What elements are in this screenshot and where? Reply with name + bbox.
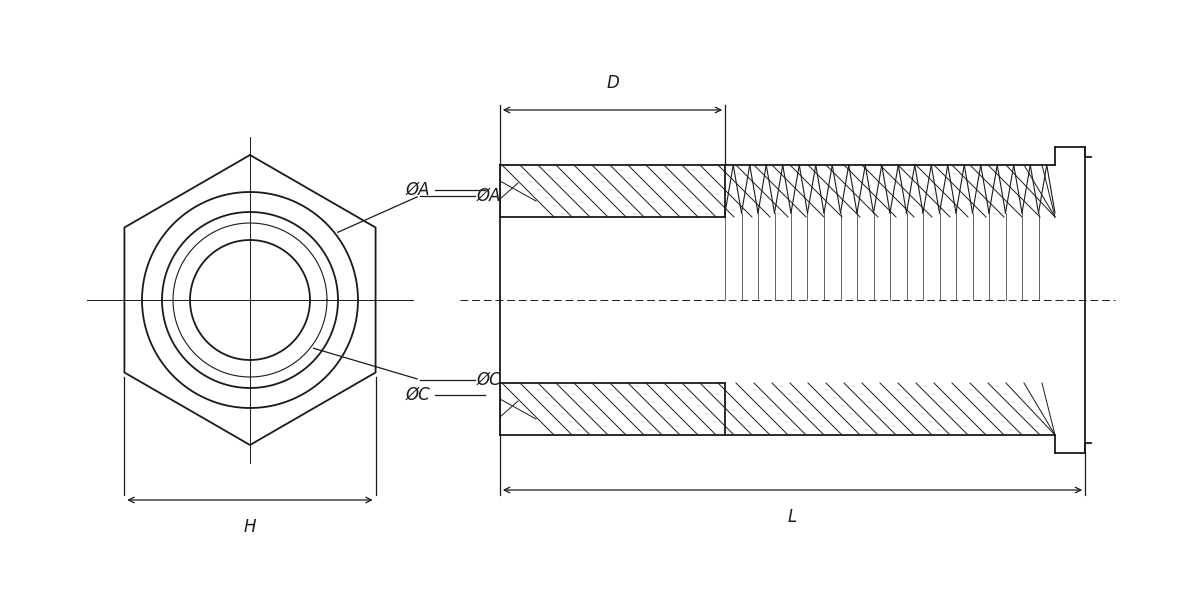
- Text: ØC: ØC: [406, 386, 430, 404]
- Text: L: L: [788, 508, 797, 526]
- Text: H: H: [244, 518, 257, 536]
- Text: ØC: ØC: [478, 371, 502, 389]
- Text: ØA: ØA: [478, 187, 502, 205]
- Text: D: D: [606, 74, 619, 92]
- Text: ØA: ØA: [406, 181, 430, 199]
